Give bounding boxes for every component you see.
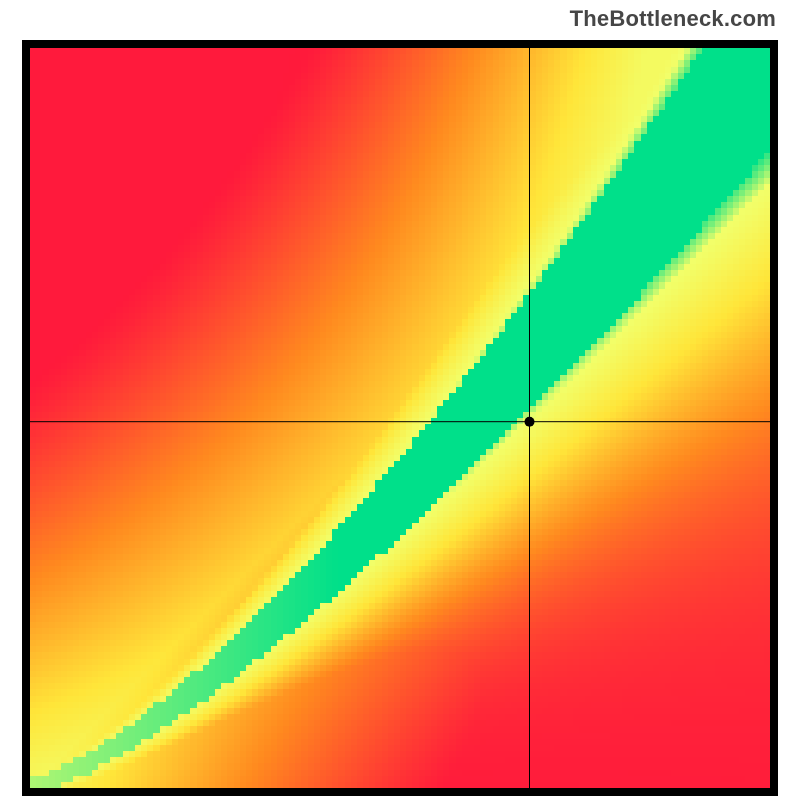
chart-frame (22, 40, 778, 796)
attribution-text: TheBottleneck.com (570, 6, 776, 32)
bottleneck-heatmap (22, 40, 778, 796)
